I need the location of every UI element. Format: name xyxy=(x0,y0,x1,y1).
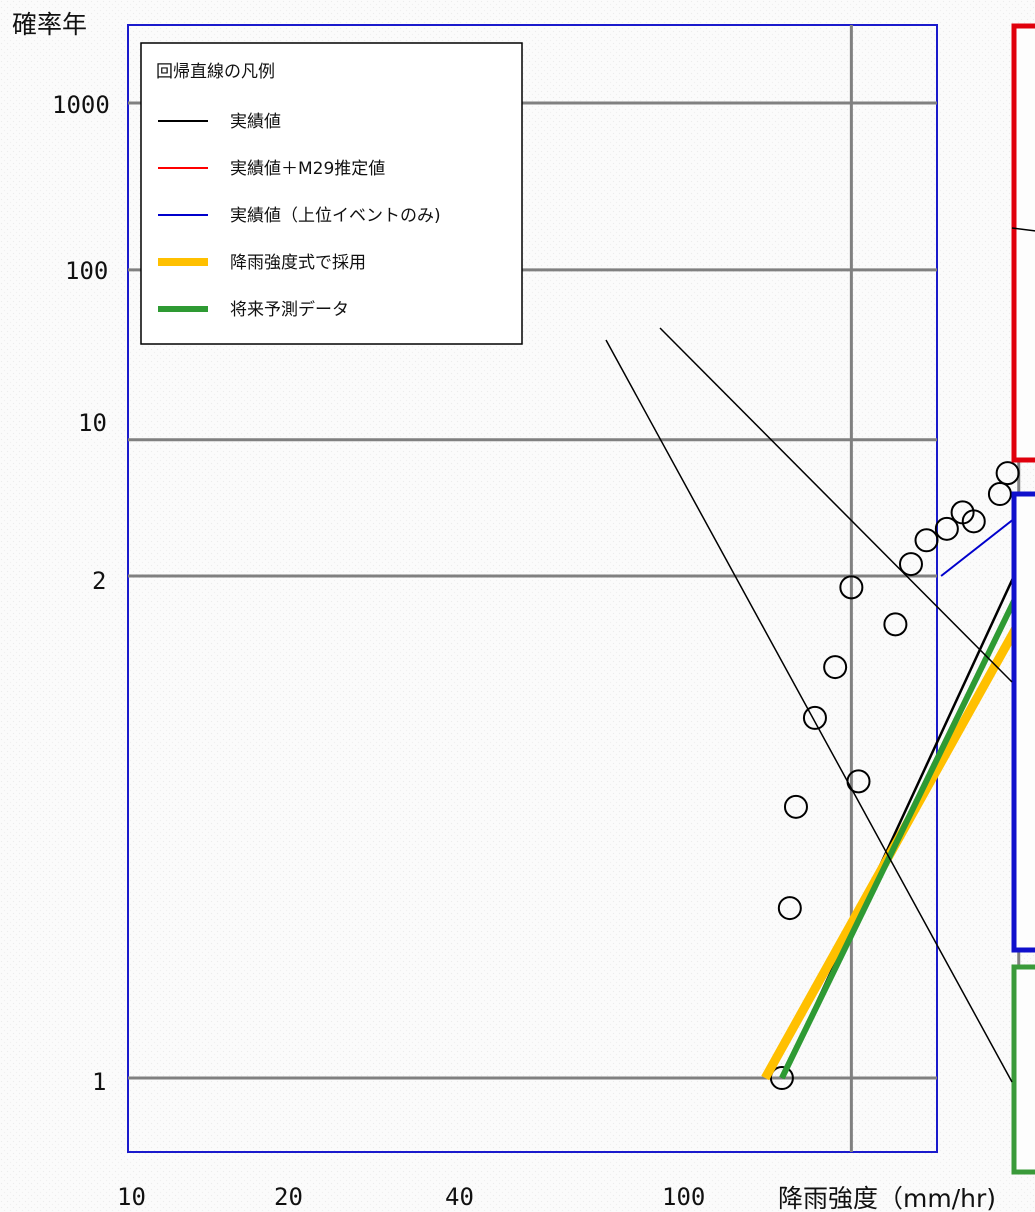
annotation-boxes xyxy=(1011,23,1035,1175)
annotation-box xyxy=(1011,23,1035,463)
x-tick-10: 10 xyxy=(117,1183,146,1211)
y-tick-labels: 1000 100 10 2 1 xyxy=(52,91,110,1096)
annotation-box xyxy=(1011,491,1035,953)
leader-lines xyxy=(605,227,1035,1083)
y-tick-1000: 1000 xyxy=(52,91,110,119)
observed-point xyxy=(823,655,848,680)
observed-point xyxy=(934,516,959,541)
legend-label: 将来予測データ xyxy=(230,299,349,320)
observed-point xyxy=(839,575,864,600)
legend-box xyxy=(140,42,523,345)
x-tick-labels: 10 20 40 100 xyxy=(117,1183,705,1211)
observed-point xyxy=(961,509,986,534)
leader-line xyxy=(659,327,1013,683)
observed-point xyxy=(987,482,1012,507)
series-line xyxy=(940,501,1035,577)
legend-label: 実績値（上位イベントのみ) xyxy=(230,206,441,226)
legend-label: 実績値＋M29推定値 xyxy=(230,159,385,179)
x-tick-20: 20 xyxy=(274,1183,303,1211)
legend-label: 降雨強度式で採用 xyxy=(230,253,366,273)
legend-label: 実績値 xyxy=(230,112,281,132)
leader-line xyxy=(605,339,1013,1083)
observed-point xyxy=(995,461,1020,486)
observed-point xyxy=(898,552,923,577)
y-axis-label: 確率年 xyxy=(12,10,87,39)
plot-area xyxy=(127,24,938,1153)
observed-point xyxy=(883,612,908,637)
x-tick-40: 40 xyxy=(445,1183,474,1211)
x-tick-100: 100 xyxy=(662,1183,705,1211)
y-tick-100: 100 xyxy=(65,257,108,285)
observed-point xyxy=(914,528,939,553)
annotation-box xyxy=(1011,964,1035,1175)
observed-point xyxy=(777,896,802,921)
observed-point xyxy=(769,1066,794,1090)
y-tick-2: 2 xyxy=(92,567,106,595)
y-tick-1: 1 xyxy=(92,1068,106,1096)
legend-title: 回帰直線の凡例 xyxy=(156,62,275,82)
observed-point xyxy=(802,705,827,730)
observed-points xyxy=(769,461,1020,1090)
y-tick-10: 10 xyxy=(78,409,107,437)
observed-point xyxy=(783,794,808,819)
x-axis-label: 降雨強度（mm/hr) xyxy=(778,1184,996,1212)
